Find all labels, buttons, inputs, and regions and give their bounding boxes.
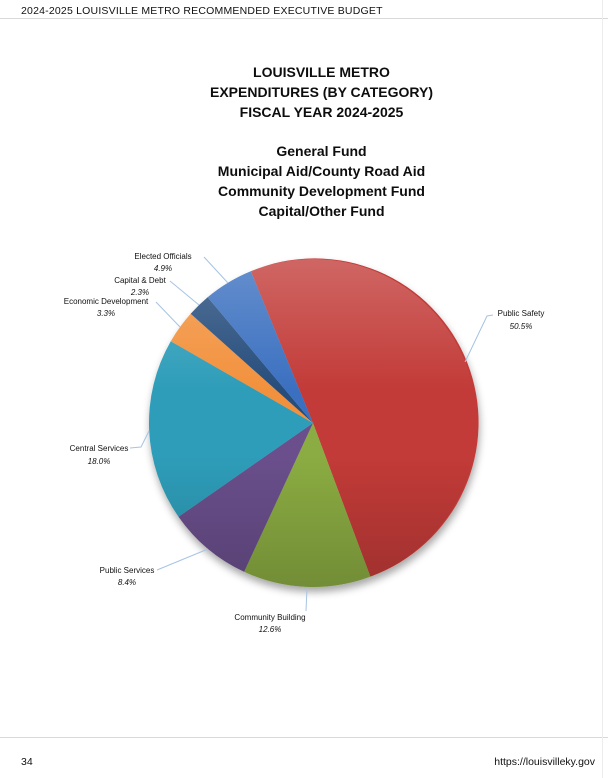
leader-line-central-services	[129, 430, 150, 449]
leader-line-capital-debt	[169, 280, 200, 306]
chart-title-line-1: LOUISVILLE METRO	[253, 64, 390, 80]
subtitle-line-3: Community Development Fund	[218, 183, 425, 199]
subtitle-line-4: Capital/Other Fund	[258, 203, 385, 219]
subtitle-line-2: Municipal Aid/County Road Aid	[217, 163, 426, 179]
document-header: 2024-2025 LOUISVILLE METRO RECOMMENDED E…	[21, 5, 383, 17]
slice-pct-capital-debt: 2.3%	[130, 288, 149, 297]
chart-title-block: LOUISVILLE METRO EXPENDITURES (BY CATEGO…	[35, 62, 608, 122]
leader-line-economic-development	[155, 301, 181, 328]
footer-rule	[0, 737, 608, 738]
chart-subtitle-block: General Fund Municipal Aid/County Road A…	[35, 141, 608, 221]
leader-lines	[129, 256, 494, 612]
slice-label-central-services: Central Services	[70, 444, 129, 453]
page-number: 34	[21, 756, 33, 768]
slice-label-public-services: Public Services	[100, 566, 155, 575]
chart-title-line-2: EXPENDITURES (BY CATEGORY)	[210, 84, 433, 100]
slice-pct-community-building: 12.6%	[259, 625, 282, 634]
header-rule	[0, 18, 608, 19]
slice-pct-elected-officials: 4.9%	[154, 264, 172, 273]
slice-pct-public-safety: 50.5%	[510, 322, 533, 331]
leader-line-community-building	[305, 587, 308, 612]
leader-line-public-safety	[464, 314, 494, 363]
footer-url: https://louisvilleky.gov	[494, 756, 595, 768]
slice-label-community-building: Community Building	[234, 613, 305, 622]
slice-labels: Public Safety 50.5% Community Building 12.6…	[64, 252, 545, 634]
slice-label-economic-development: Economic Development	[64, 297, 149, 306]
slice-pct-central-services: 18.0%	[88, 457, 111, 466]
slice-pct-public-services: 8.4%	[118, 578, 136, 587]
slice-label-elected-officials: Elected Officials	[134, 252, 191, 261]
subtitle-line-1: General Fund	[276, 143, 367, 159]
slice-label-capital-debt: Capital & Debt	[114, 276, 166, 285]
leader-line-elected-officials	[203, 256, 229, 284]
chart-title-line-3: FISCAL YEAR 2024-2025	[239, 104, 404, 120]
page-edge-line	[602, 0, 603, 778]
leader-line-public-services	[156, 548, 209, 571]
slice-pct-economic-development: 3.3%	[97, 309, 115, 318]
slice-label-public-safety: Public Safety	[498, 309, 545, 318]
pie-slices	[148, 258, 479, 587]
